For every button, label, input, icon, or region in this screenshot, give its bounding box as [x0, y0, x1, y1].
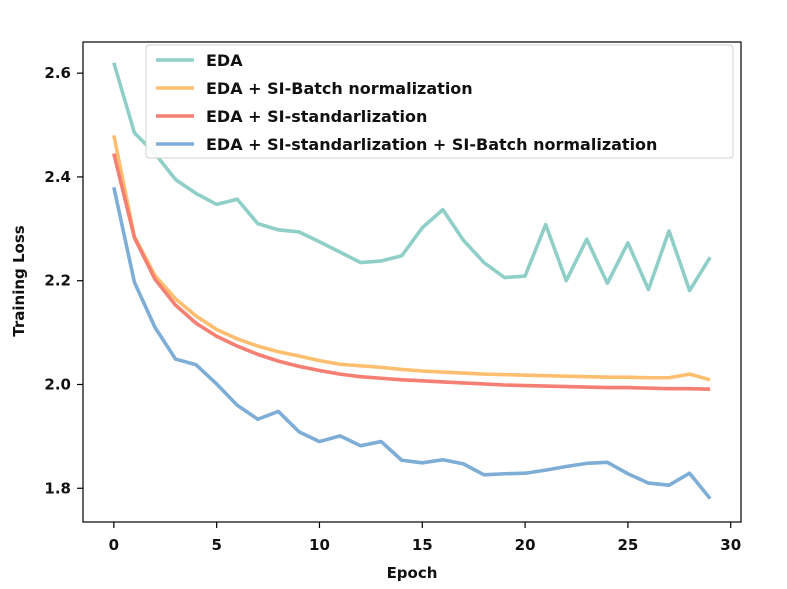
legend-box [145, 44, 734, 159]
x-tick-label: 10 [309, 536, 330, 554]
x-tick-label: 20 [515, 536, 536, 554]
legend: EDA EDA + SI-Batch normalization EDA + SI-… [145, 44, 734, 159]
axis-layer: 0 5 10 15 20 25 30 1.8 2.0 2.2 2.4 2.6 [44, 41, 742, 554]
legend-label-3: EDA + SI-standarlization [206, 107, 427, 126]
x-tick-label: 15 [412, 536, 433, 554]
plot-frame [82, 41, 742, 523]
series-line-4 [112, 186, 712, 500]
y-tick-label: 1.8 [44, 479, 71, 497]
legend-label-4: EDA + SI-standarlization + SI-Batch norm… [206, 135, 657, 154]
x-axis-label: Epoch [387, 564, 438, 582]
legend-label-1: EDA [206, 51, 243, 70]
y-tick-label: 2.6 [44, 64, 71, 82]
y-tick-label: 2.2 [44, 272, 71, 290]
y-axis-label: Training Loss [10, 225, 28, 336]
x-tick-label: 5 [211, 536, 221, 554]
x-tick-label: 25 [617, 536, 638, 554]
series-line-2 [112, 135, 711, 382]
series-line-3 [112, 153, 711, 391]
y-tick-label: 2.0 [44, 375, 71, 393]
x-tick-label: 30 [720, 536, 741, 554]
y-tick-label: 2.4 [44, 168, 71, 186]
x-tick-label: 0 [109, 536, 119, 554]
series-layer [112, 62, 712, 500]
legend-label-2: EDA + SI-Batch normalization [206, 79, 473, 98]
series-line-1 [112, 62, 712, 293]
